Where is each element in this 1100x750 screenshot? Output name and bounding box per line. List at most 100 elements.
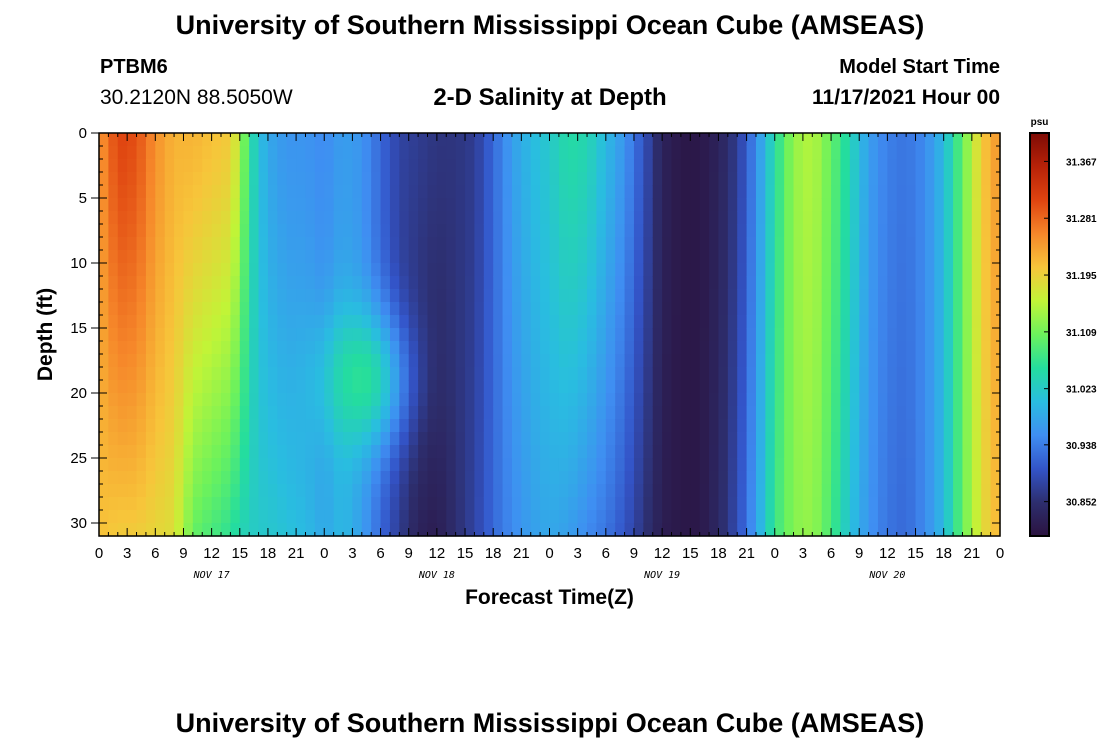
heatmap-cell (624, 380, 635, 394)
heatmap-cell (737, 341, 748, 355)
heatmap-cell (605, 458, 616, 472)
heatmap-cell (267, 185, 278, 199)
heatmap-cell (596, 315, 607, 329)
heatmap-cell (380, 185, 391, 199)
heatmap-cell (436, 523, 447, 537)
heatmap-cell (164, 159, 175, 173)
heatmap-cell (371, 198, 382, 212)
heatmap-cell (493, 276, 504, 290)
heatmap-cell (211, 198, 222, 212)
heatmap-cell (558, 419, 569, 433)
heatmap-cell (765, 445, 776, 459)
heatmap-cell (511, 380, 522, 394)
heatmap-cell (755, 276, 766, 290)
heatmap-cell (709, 393, 720, 407)
heatmap-cell (877, 523, 888, 537)
heatmap-cell (831, 198, 842, 212)
heatmap-cell (943, 419, 954, 433)
heatmap-cell (455, 133, 466, 147)
heatmap-cell (981, 211, 992, 225)
heatmap-cell (99, 458, 109, 472)
heatmap-cell (680, 133, 691, 147)
heatmap-cell (662, 172, 673, 186)
heatmap-cell (418, 406, 429, 420)
heatmap-cell (558, 159, 569, 173)
heatmap-cell (521, 211, 532, 225)
heatmap-cell (483, 146, 494, 160)
heatmap-cell (680, 159, 691, 173)
heatmap-cell (746, 406, 757, 420)
heatmap-cell (737, 497, 748, 511)
heatmap-cell (662, 432, 673, 446)
heatmap-cell (896, 224, 907, 238)
heatmap-cell (521, 471, 532, 485)
heatmap-cell (765, 380, 776, 394)
heatmap-cell (990, 198, 1001, 212)
heatmap-cell (343, 250, 354, 264)
heatmap-cell (136, 393, 147, 407)
heatmap-cell (211, 289, 222, 303)
heatmap-cell (389, 484, 400, 498)
heatmap-cell (718, 159, 729, 173)
heatmap-cell (699, 484, 710, 498)
heatmap-cell (352, 185, 363, 199)
heatmap-cell (249, 471, 260, 485)
heatmap-cell (192, 484, 203, 498)
heatmap-cell (990, 523, 1001, 537)
heatmap-cell (802, 159, 813, 173)
heatmap-cell (887, 406, 898, 420)
heatmap-cell (183, 159, 194, 173)
heatmap-cell (455, 458, 466, 472)
heatmap-cell (211, 471, 222, 485)
heatmap-cell (202, 146, 213, 160)
heatmap-cell (108, 159, 119, 173)
heatmap-cell (718, 432, 729, 446)
heatmap-cell (643, 224, 654, 238)
heatmap-cell (549, 185, 560, 199)
heatmap-cell (511, 133, 522, 147)
heatmap-cell (202, 276, 213, 290)
heatmap-cell (990, 510, 1001, 524)
heatmap-cell (877, 172, 888, 186)
heatmap-cell (521, 302, 532, 316)
heatmap-cell (680, 276, 691, 290)
heatmap-cell (530, 302, 541, 316)
heatmap-cell (99, 484, 109, 498)
heatmap-cell (296, 172, 307, 186)
heatmap-cell (784, 497, 795, 511)
heatmap-cell (605, 445, 616, 459)
heatmap-cell (558, 250, 569, 264)
heatmap-cell (821, 419, 832, 433)
heatmap-cell (812, 224, 823, 238)
heatmap-cell (540, 211, 551, 225)
heatmap-cell (615, 263, 626, 277)
heatmap-cell (577, 523, 588, 537)
station-id: PTBM6 (100, 56, 168, 78)
heatmap-cell (643, 302, 654, 316)
heatmap-cell (277, 263, 288, 277)
heatmap-cell (352, 172, 363, 186)
heatmap-cell (136, 341, 147, 355)
heatmap-cell (436, 484, 447, 498)
heatmap-cell (230, 484, 241, 498)
heatmap-cell (596, 471, 607, 485)
heatmap-cell (680, 263, 691, 277)
heatmap-cell (239, 198, 250, 212)
heatmap-cell (305, 419, 316, 433)
heatmap-cell (211, 354, 222, 368)
heatmap-cell (230, 523, 241, 537)
heatmap-cell (652, 471, 663, 485)
heatmap-cell (174, 367, 185, 381)
heatmap-cell (793, 445, 804, 459)
heatmap-cell (849, 484, 860, 498)
heatmap-cell (624, 172, 635, 186)
heatmap-cell (502, 159, 513, 173)
heatmap-cell (155, 367, 166, 381)
heatmap-cell (99, 432, 109, 446)
heatmap-cell (117, 172, 128, 186)
heatmap-cell (962, 276, 973, 290)
heatmap-cell (155, 458, 166, 472)
heatmap-cell (155, 510, 166, 524)
heatmap-cell (709, 458, 720, 472)
heatmap-cell (812, 484, 823, 498)
